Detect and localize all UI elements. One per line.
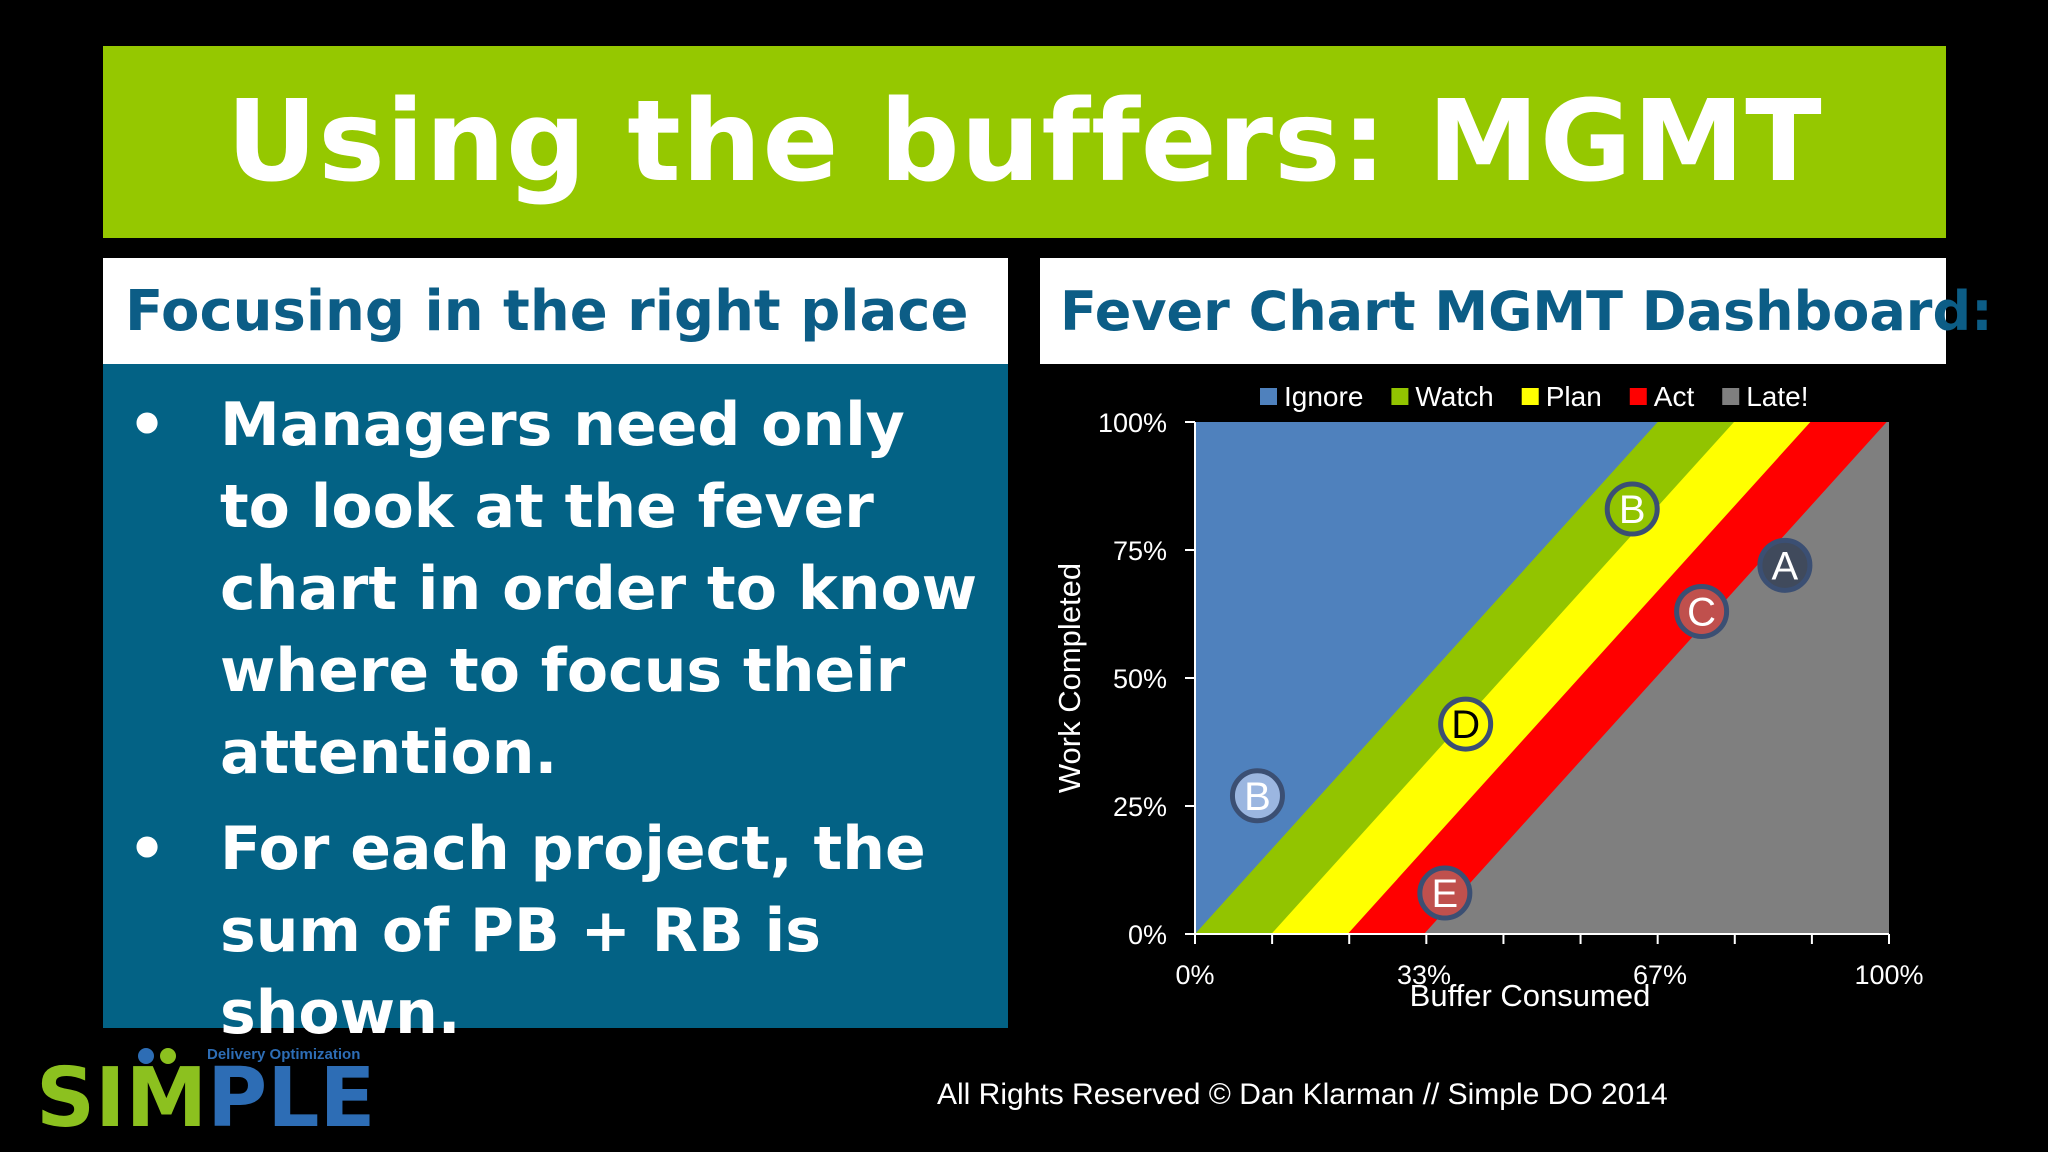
- title-bar: Using the buffers: MGMT: [103, 46, 1946, 238]
- x-tick-label: 0%: [1175, 960, 1214, 990]
- point-e: E: [1417, 865, 1473, 921]
- logo-tagline: Delivery Optimization: [207, 1046, 361, 1063]
- left-panel-heading: Focusing in the right place: [103, 258, 1008, 364]
- bullet-list: • Managers need only to look at the feve…: [123, 384, 978, 1054]
- point-marker: [1417, 865, 1473, 921]
- x-tick-label: 67%: [1633, 960, 1687, 990]
- legend: Ignore Watch Plan Act Late!: [1260, 381, 1809, 412]
- bullet-symbol: •: [127, 814, 167, 884]
- point-marker: [1438, 696, 1494, 752]
- copyright-footer: All Rights Reserved © Dan Klarman // Sim…: [937, 1078, 1668, 1111]
- y-tick-label: 25%: [1113, 792, 1167, 822]
- points-layer: B B D E C A: [1229, 481, 1813, 921]
- legend-label: Act: [1654, 381, 1695, 412]
- y-tick-label: 0%: [1128, 920, 1167, 950]
- x-tick-label: 100%: [1854, 960, 1923, 990]
- point-label: D: [1451, 703, 1480, 747]
- legend-swatch: [1521, 388, 1539, 405]
- point-d: D: [1438, 696, 1494, 752]
- bullet-panel: • Managers need only to look at the feve…: [103, 364, 1008, 1048]
- x-axis-label: Buffer Consumed: [1410, 978, 1651, 1013]
- simple-logo: SIMPLE: [36, 1048, 376, 1134]
- point-marker: [1604, 481, 1660, 537]
- x-tick-label: 33%: [1397, 960, 1451, 990]
- legend-label: Late!: [1746, 381, 1808, 412]
- y-tick-label: 75%: [1113, 536, 1167, 566]
- point-label: B: [1244, 775, 1271, 819]
- point-label: C: [1687, 590, 1716, 634]
- y-tick-label: 100%: [1098, 408, 1167, 438]
- point-label: E: [1431, 872, 1458, 916]
- zones-layer: [1195, 422, 1889, 934]
- point-label: B: [1619, 488, 1646, 532]
- point-label: A: [1772, 544, 1799, 588]
- slide-title: Using the buffers: MGMT: [226, 77, 1823, 207]
- left-heading-text: Focusing in the right place: [125, 278, 969, 344]
- legend-swatch: [1722, 388, 1740, 405]
- legend-swatch: [1391, 388, 1409, 405]
- y-axis-label: Work Completed: [1052, 563, 1087, 793]
- bullet-symbol: •: [127, 390, 167, 460]
- point-marker: [1674, 583, 1730, 639]
- logo-dot: [160, 1048, 176, 1064]
- legend-swatch: [1629, 388, 1647, 405]
- legend-label: Ignore: [1284, 381, 1363, 412]
- bullet-text: For each project, the sum of PB + RB is …: [220, 814, 926, 1048]
- y-tick-label: 50%: [1113, 664, 1167, 694]
- point-b: B: [1604, 481, 1660, 537]
- legend-label: Plan: [1546, 381, 1602, 412]
- point-b: B: [1229, 768, 1285, 824]
- right-heading-text: Fever Chart MGMT Dashboard:: [1060, 279, 1993, 343]
- point-marker: [1757, 537, 1813, 593]
- right-panel-heading: Fever Chart MGMT Dashboard:: [1040, 258, 1993, 364]
- point-c: C: [1674, 583, 1730, 639]
- logo-wordmark: SIMPLE: [36, 1051, 376, 1134]
- axes-layer: 0% 25% 50% 75% 100% 0% 33% 67% 100%: [1098, 408, 1924, 990]
- point-a: A: [1757, 537, 1813, 593]
- fever-chart: 0% 25% 50% 75% 100% 0% 33% 67% 100% Ignore Watch P…: [1052, 381, 1924, 1013]
- legend-swatch: [1260, 388, 1277, 405]
- logo-dot: [138, 1048, 154, 1064]
- bullet-item: • For each project, the sum of PB + RB i…: [123, 808, 978, 1054]
- legend-label: Watch: [1415, 381, 1493, 412]
- point-marker: [1229, 768, 1285, 824]
- bullet-text: Managers need only to look at the fever …: [220, 390, 978, 788]
- bullet-item: • Managers need only to look at the feve…: [123, 384, 978, 794]
